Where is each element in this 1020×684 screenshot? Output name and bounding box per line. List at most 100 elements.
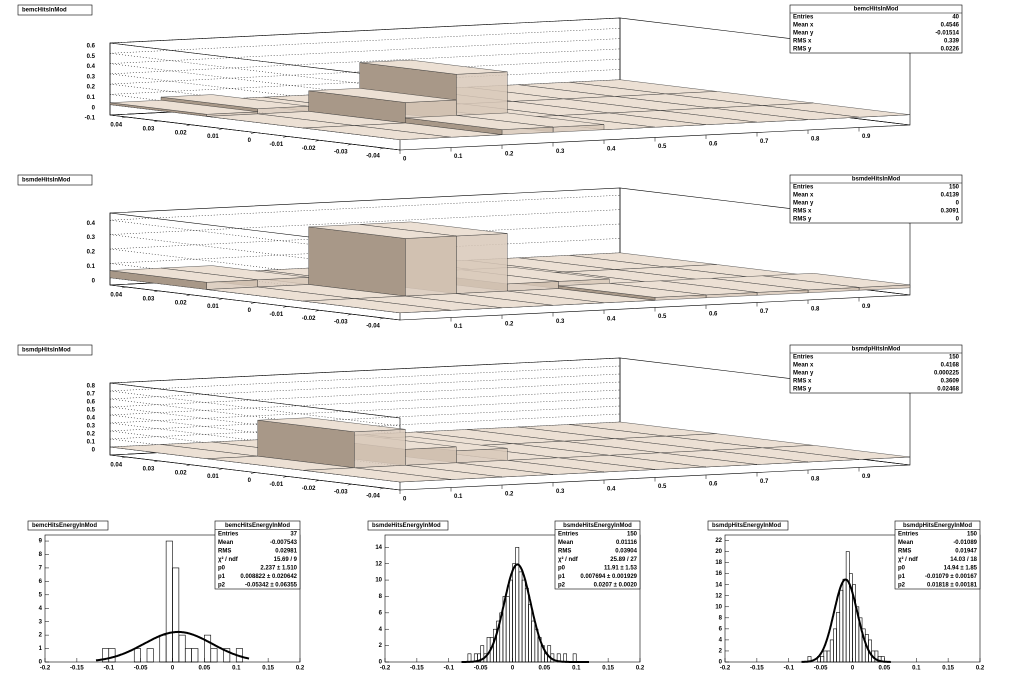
y-tick-label: 0 [39, 660, 43, 666]
y-tick-label: -0.04 [366, 494, 380, 500]
lego-bin [257, 417, 406, 469]
z-tick-label: 0.6 [87, 44, 96, 50]
x-tick-label: 0 [511, 666, 515, 672]
bin-top [257, 417, 406, 433]
y-tick-label: 0.01 [207, 134, 219, 140]
fit-curve [461, 563, 589, 663]
z-tick-label: 0.4 [87, 221, 96, 227]
x-tick-label: 0.9 [862, 474, 871, 480]
bin-top [160, 94, 309, 109]
y-tick [250, 132, 256, 134]
stats-label: RMS y [793, 387, 812, 393]
y-tick-label: -0.01 [270, 142, 284, 148]
stats-value: -0.01514 [935, 31, 959, 37]
y-tick-label: 8 [719, 615, 723, 621]
x-tick-label: 0.8 [811, 307, 820, 313]
stats-value: 0.3091 [941, 209, 960, 215]
z-tick-label: 0.3 [87, 424, 96, 430]
stats-label: Mean y [793, 31, 814, 37]
x-tick-label: 0.8 [811, 477, 820, 483]
y-tick [186, 294, 191, 296]
y-tick-label: 12 [375, 561, 382, 567]
stats-label: Mean x [793, 23, 814, 29]
stats-label: RMS [898, 548, 911, 554]
z-tick-label: 0.4 [87, 64, 96, 70]
z-tick-label: 0.2 [87, 85, 96, 91]
stats-label: RMS y [793, 47, 812, 53]
x-tick-label: 0.15 [942, 666, 954, 672]
x-tick-label: 0.3 [556, 489, 565, 495]
y-tick-label: 1 [39, 646, 43, 652]
y-tick-label: 20 [715, 549, 722, 555]
stats-label: p1 [558, 574, 566, 580]
y-tick [218, 128, 223, 130]
x-tick-label: -0.1 [444, 666, 455, 672]
hist-bin [133, 648, 141, 663]
stats-value: 0 [956, 201, 960, 207]
bin-side [308, 226, 406, 297]
bin-front [405, 235, 457, 297]
x-tick-label: -0.2 [720, 666, 731, 672]
z-tick-label: 0.3 [87, 235, 96, 241]
stats-label: RMS x [793, 39, 812, 45]
y-tick [154, 120, 159, 123]
chart-title: bsmdeHitsInMod [22, 178, 71, 184]
x-tick-label: -0.1 [784, 666, 795, 672]
bin-front [405, 446, 457, 466]
stats-value: 0.01947 [955, 548, 977, 554]
z-tick-label: 0.4 [87, 416, 96, 422]
stats-value: 40 [952, 15, 959, 21]
y-tick-label: 2 [39, 633, 43, 639]
y-tick [218, 468, 223, 470]
stats-label: Entries [898, 531, 919, 537]
hist-bin [146, 648, 154, 663]
x-tick-label: 0.15 [602, 666, 614, 672]
y-tick-label: 14 [715, 582, 722, 588]
x-tick-label: 0.3 [556, 319, 565, 325]
stats-value: 150 [949, 355, 960, 361]
title-box [17, 174, 93, 186]
x-tick-label: 0.7 [760, 139, 769, 145]
stats-value: 15.69 / 9 [274, 557, 298, 563]
y-tick [315, 140, 320, 142]
y-tick [154, 290, 159, 293]
stats-label: p0 [898, 565, 906, 571]
stats-label: Entries [793, 355, 814, 361]
x-tick-label: 0.3 [556, 149, 565, 155]
lego-bin [109, 267, 258, 290]
stats-value: 0.02468 [937, 387, 959, 393]
y-tick-label: -0.04 [366, 324, 380, 330]
stats-value: 0.03904 [615, 548, 637, 554]
y-tick-label: 8 [39, 552, 43, 558]
stats-value: 14.03 / 18 [950, 557, 977, 563]
z-tick-label: 0.1 [87, 95, 96, 101]
x-tick-label: 0 [403, 497, 407, 503]
fit-curve [801, 578, 891, 663]
x-tick-label: -0.15 [410, 666, 424, 672]
stats-label: Entries [558, 531, 579, 537]
y-tick-label: 9 [39, 539, 43, 545]
stats-label: Mean [558, 540, 574, 546]
stats-label: Mean y [793, 201, 814, 207]
x-tick-label: -0.05 [134, 666, 148, 672]
bin-top [303, 298, 452, 314]
y-tick [154, 460, 159, 463]
y-tick-label: 0.02 [175, 130, 187, 136]
x-tick-label: 0.1 [454, 154, 463, 160]
stats-label: Entries [793, 15, 814, 21]
bin-top [308, 88, 457, 103]
stats-value: 0.01116 [616, 540, 638, 546]
stats-title: bsmdpHitsEnergyInMod [903, 523, 972, 529]
z-tick-label: 0.5 [87, 54, 96, 60]
hist-bin [191, 648, 199, 663]
y-tick-label: 0.01 [207, 474, 219, 480]
stats-label: RMS x [793, 379, 812, 385]
z-tick-label: -0.1 [85, 116, 96, 122]
stats-value: 0 [956, 217, 960, 223]
y-tick-label: 2 [719, 649, 723, 655]
x-tick-label: -0.1 [104, 666, 115, 672]
y-tick-label: -0.03 [334, 150, 348, 156]
title-box [17, 344, 93, 356]
y-tick-label: 10 [375, 578, 382, 584]
